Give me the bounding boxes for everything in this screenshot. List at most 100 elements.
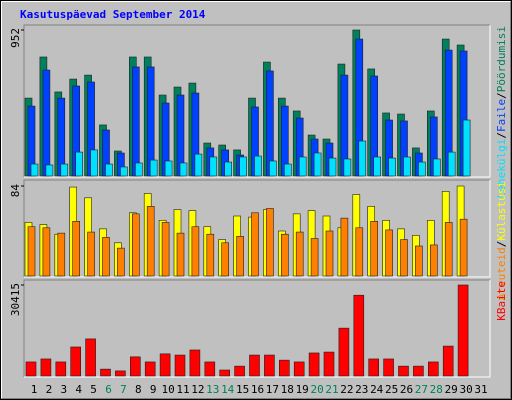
bar	[328, 157, 337, 177]
bar	[120, 166, 128, 177]
bar	[57, 232, 66, 277]
x-tick-label: 13	[206, 383, 219, 396]
bar	[102, 237, 110, 277]
legend-separator: /	[495, 241, 508, 248]
x-tick-label: 5	[90, 383, 97, 396]
bar	[75, 151, 83, 177]
legend-separator: /	[495, 92, 508, 99]
bar	[146, 206, 155, 277]
bar	[161, 222, 170, 277]
x-tick-label: 25	[385, 383, 398, 396]
x-tick-label: 4	[75, 383, 82, 396]
bar	[370, 221, 379, 277]
bar	[117, 247, 125, 277]
bar	[132, 66, 140, 177]
x-tick-label: 15	[236, 383, 249, 396]
bar	[353, 294, 365, 377]
bar	[60, 163, 69, 177]
bar	[400, 239, 408, 277]
legend-entry: Faile	[495, 99, 508, 132]
bar	[280, 233, 289, 277]
bar	[221, 242, 229, 277]
x-tick-label: 3	[60, 383, 67, 396]
x-tick-label: 30	[459, 383, 472, 396]
bar	[27, 226, 36, 277]
bar	[25, 361, 37, 377]
x-tick-label: 17	[266, 383, 279, 396]
bar	[70, 346, 81, 377]
bar	[45, 164, 54, 177]
bar	[308, 352, 320, 377]
bar	[219, 369, 230, 377]
bar	[358, 140, 367, 177]
bar	[385, 229, 393, 277]
panel-bevel	[24, 280, 491, 378]
bar	[415, 245, 423, 277]
bar	[325, 230, 334, 277]
x-tick-label: 29	[445, 383, 458, 396]
bar	[338, 327, 350, 377]
bar	[442, 345, 454, 377]
bar	[146, 66, 155, 177]
bar	[427, 361, 439, 377]
x-tick-label: 16	[251, 383, 264, 396]
x-tick-label: 1	[31, 383, 38, 396]
bar	[313, 152, 322, 177]
bar	[239, 156, 247, 177]
bar	[87, 231, 95, 277]
bar	[115, 370, 126, 377]
bar	[373, 156, 382, 177]
bar	[249, 354, 260, 377]
bar	[254, 155, 262, 177]
legend-separator: /	[495, 132, 508, 139]
legend: Lehekülgi/Faile/Pöördumisi	[495, 26, 508, 198]
panel-bevel	[24, 180, 491, 278]
bar	[174, 354, 186, 377]
bar	[444, 222, 453, 277]
bar	[191, 226, 200, 277]
bar	[149, 159, 158, 177]
bar	[144, 361, 156, 377]
bar	[343, 158, 352, 177]
x-tick-label: 19	[296, 383, 309, 396]
bar	[105, 163, 113, 177]
bar	[398, 365, 409, 377]
bar	[266, 208, 274, 277]
bar	[204, 361, 216, 377]
bar	[429, 244, 438, 277]
bar	[90, 149, 98, 177]
bar	[295, 231, 304, 277]
legend-entry: Pöördumisi	[495, 26, 508, 92]
chart-title: Kasutuspäevad September 2014	[20, 8, 206, 21]
bar	[164, 160, 173, 177]
bar	[310, 238, 319, 277]
bar	[236, 236, 244, 277]
x-tick-label: 24	[370, 383, 384, 396]
x-tick-label: 31	[474, 383, 487, 396]
bar	[224, 161, 232, 177]
x-tick-label: 27	[415, 383, 428, 396]
panel-bevel	[23, 179, 490, 277]
x-tick-label: 10	[161, 383, 174, 396]
bar	[432, 158, 441, 177]
bar	[323, 351, 335, 377]
bar	[413, 365, 424, 377]
x-tick-label: 11	[176, 383, 189, 396]
panel-bevel	[23, 24, 490, 177]
legend-entry: Külastusi	[495, 181, 508, 241]
bar	[55, 361, 67, 377]
bar	[209, 156, 218, 177]
bar	[251, 212, 259, 277]
x-tick-label: 14	[221, 383, 235, 396]
x-tick-label: 2	[46, 383, 53, 396]
x-tick-label: 8	[135, 383, 142, 396]
x-tick-label: 20	[310, 383, 323, 396]
bar	[283, 163, 292, 177]
bar	[132, 213, 140, 277]
x-tick-label: 6	[105, 383, 112, 396]
bar	[459, 218, 468, 277]
bar	[457, 284, 469, 377]
x-tick-label: 26	[400, 383, 413, 396]
y-tick-label: 952	[9, 28, 22, 48]
